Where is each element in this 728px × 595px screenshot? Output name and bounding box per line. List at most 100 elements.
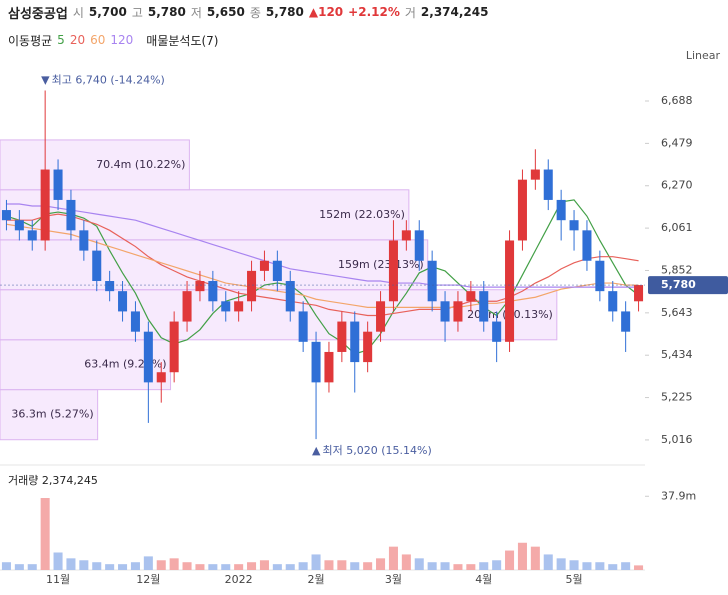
ma-line: [6, 213, 639, 317]
volume-bar: [298, 562, 308, 570]
volume-bar: [350, 562, 360, 570]
profile-label: 70.4m (10.22%): [96, 158, 185, 171]
candle-body: [272, 260, 282, 282]
ma-label[interactable]: 이동평균: [8, 33, 53, 48]
high-annotation: ▼ 최고 6,740 (-14.24%): [41, 73, 165, 86]
candle-body: [182, 291, 192, 322]
legend-entry[interactable]: 20: [69, 33, 86, 47]
x-tick-label: 2월: [307, 573, 324, 586]
volume-bar: [234, 564, 244, 570]
candle-body: [517, 179, 527, 241]
legend-entry[interactable]: 120: [110, 33, 134, 47]
label: 거: [404, 5, 416, 20]
low-text: 최저 5,020 (15.14%): [323, 444, 432, 457]
volume-bar: [259, 560, 269, 570]
y-tick-label: 5,434: [661, 348, 693, 361]
up-arrow: ▲: [308, 5, 319, 19]
candle-body: [27, 230, 37, 241]
profile-label: 63.4m (9.21%): [84, 358, 166, 371]
last-price-label: 5,780: [661, 278, 696, 291]
volume-bar: [311, 554, 321, 570]
volume-bar: [376, 558, 386, 570]
ma-line: [6, 203, 639, 288]
volume-bar: [595, 562, 605, 570]
candle-body: [130, 311, 140, 332]
value: 5,780: [265, 5, 304, 19]
y-tick-label: 6,061: [661, 221, 693, 234]
y-tick-label: 5,643: [661, 306, 693, 319]
candle-body: [530, 169, 540, 180]
volume-bar: [401, 554, 411, 570]
label: 시: [72, 5, 84, 20]
volume-bar: [621, 562, 631, 570]
profile-label: 152m (22.03%): [319, 208, 405, 221]
candle-body: [221, 301, 231, 312]
volume-bar: [53, 552, 63, 570]
value: 5,650: [206, 5, 245, 19]
change-pct: +2.12%: [348, 5, 400, 19]
label: 고: [131, 5, 143, 20]
volume-bar: [247, 562, 257, 570]
candle-body: [1, 210, 11, 221]
candle-body: [247, 270, 257, 302]
volume-bar: [105, 564, 115, 570]
volume-bar: [530, 546, 540, 570]
volume-bar: [40, 498, 50, 570]
stock-name: 삼성중공업: [8, 6, 68, 22]
candle-body: [195, 281, 205, 292]
volume-title: 거래량 2,374,245: [8, 474, 98, 487]
quote-header: 삼성중공업 시 5,700 고 5,780 저 5,650 종 5,780 ▲120 +…: [8, 2, 488, 22]
scale-toggle[interactable]: Linear: [686, 49, 721, 62]
legend-entry[interactable]: 5: [57, 33, 65, 47]
legend-entry[interactable]: 60: [90, 33, 106, 47]
low-annotation: ▲ 최저 5,020 (15.14%): [312, 444, 432, 457]
change: 120: [318, 5, 344, 19]
volume-tick-label: 37.9m: [661, 489, 696, 502]
candle-body: [40, 169, 50, 241]
candle-body: [608, 291, 618, 312]
candle-body: [259, 260, 269, 271]
volume-bar: [143, 556, 153, 570]
candle-body: [105, 281, 115, 292]
y-tick-label: 6,479: [661, 136, 693, 149]
x-tick-label: 2022: [225, 573, 253, 586]
candle-body: [311, 341, 321, 383]
candle-body: [324, 351, 334, 383]
profile-toggle[interactable]: 매물분석도(7): [146, 33, 219, 48]
candle-body: [350, 321, 360, 363]
candle-body: [118, 291, 128, 312]
volume-bar: [440, 562, 450, 570]
candle-body: [14, 220, 24, 231]
candle-body: [621, 311, 631, 332]
volume-bar: [505, 550, 515, 570]
y-tick-label: 6,270: [661, 179, 693, 192]
label: 종: [249, 5, 261, 20]
candle-body: [401, 230, 411, 241]
volume-bar: [337, 560, 347, 570]
volume-bar: [272, 564, 282, 570]
candle-body: [543, 169, 553, 200]
volume-bar: [195, 564, 205, 570]
x-tick-label: 11월: [46, 573, 70, 586]
volume-bar: [14, 564, 24, 570]
candle-body: [363, 331, 373, 363]
profile-label: 36.3m (5.27%): [11, 408, 93, 421]
y-tick-label: 5,225: [661, 391, 693, 404]
volume-bar: [1, 562, 11, 570]
candle-body: [505, 240, 515, 342]
candle-body: [285, 281, 295, 312]
volume-bar: [27, 564, 37, 570]
x-tick-label: 4월: [475, 573, 492, 586]
volume-bar: [388, 546, 398, 570]
volume-bar: [118, 564, 128, 570]
volume-bar: [414, 558, 424, 570]
volume-bar: [634, 565, 644, 570]
candle-body: [492, 321, 502, 342]
volume-bar: [479, 562, 489, 570]
volume-bar: [608, 564, 618, 570]
value: 5,780: [147, 5, 186, 19]
volume-bar: [363, 562, 373, 570]
candle-body: [556, 199, 566, 221]
